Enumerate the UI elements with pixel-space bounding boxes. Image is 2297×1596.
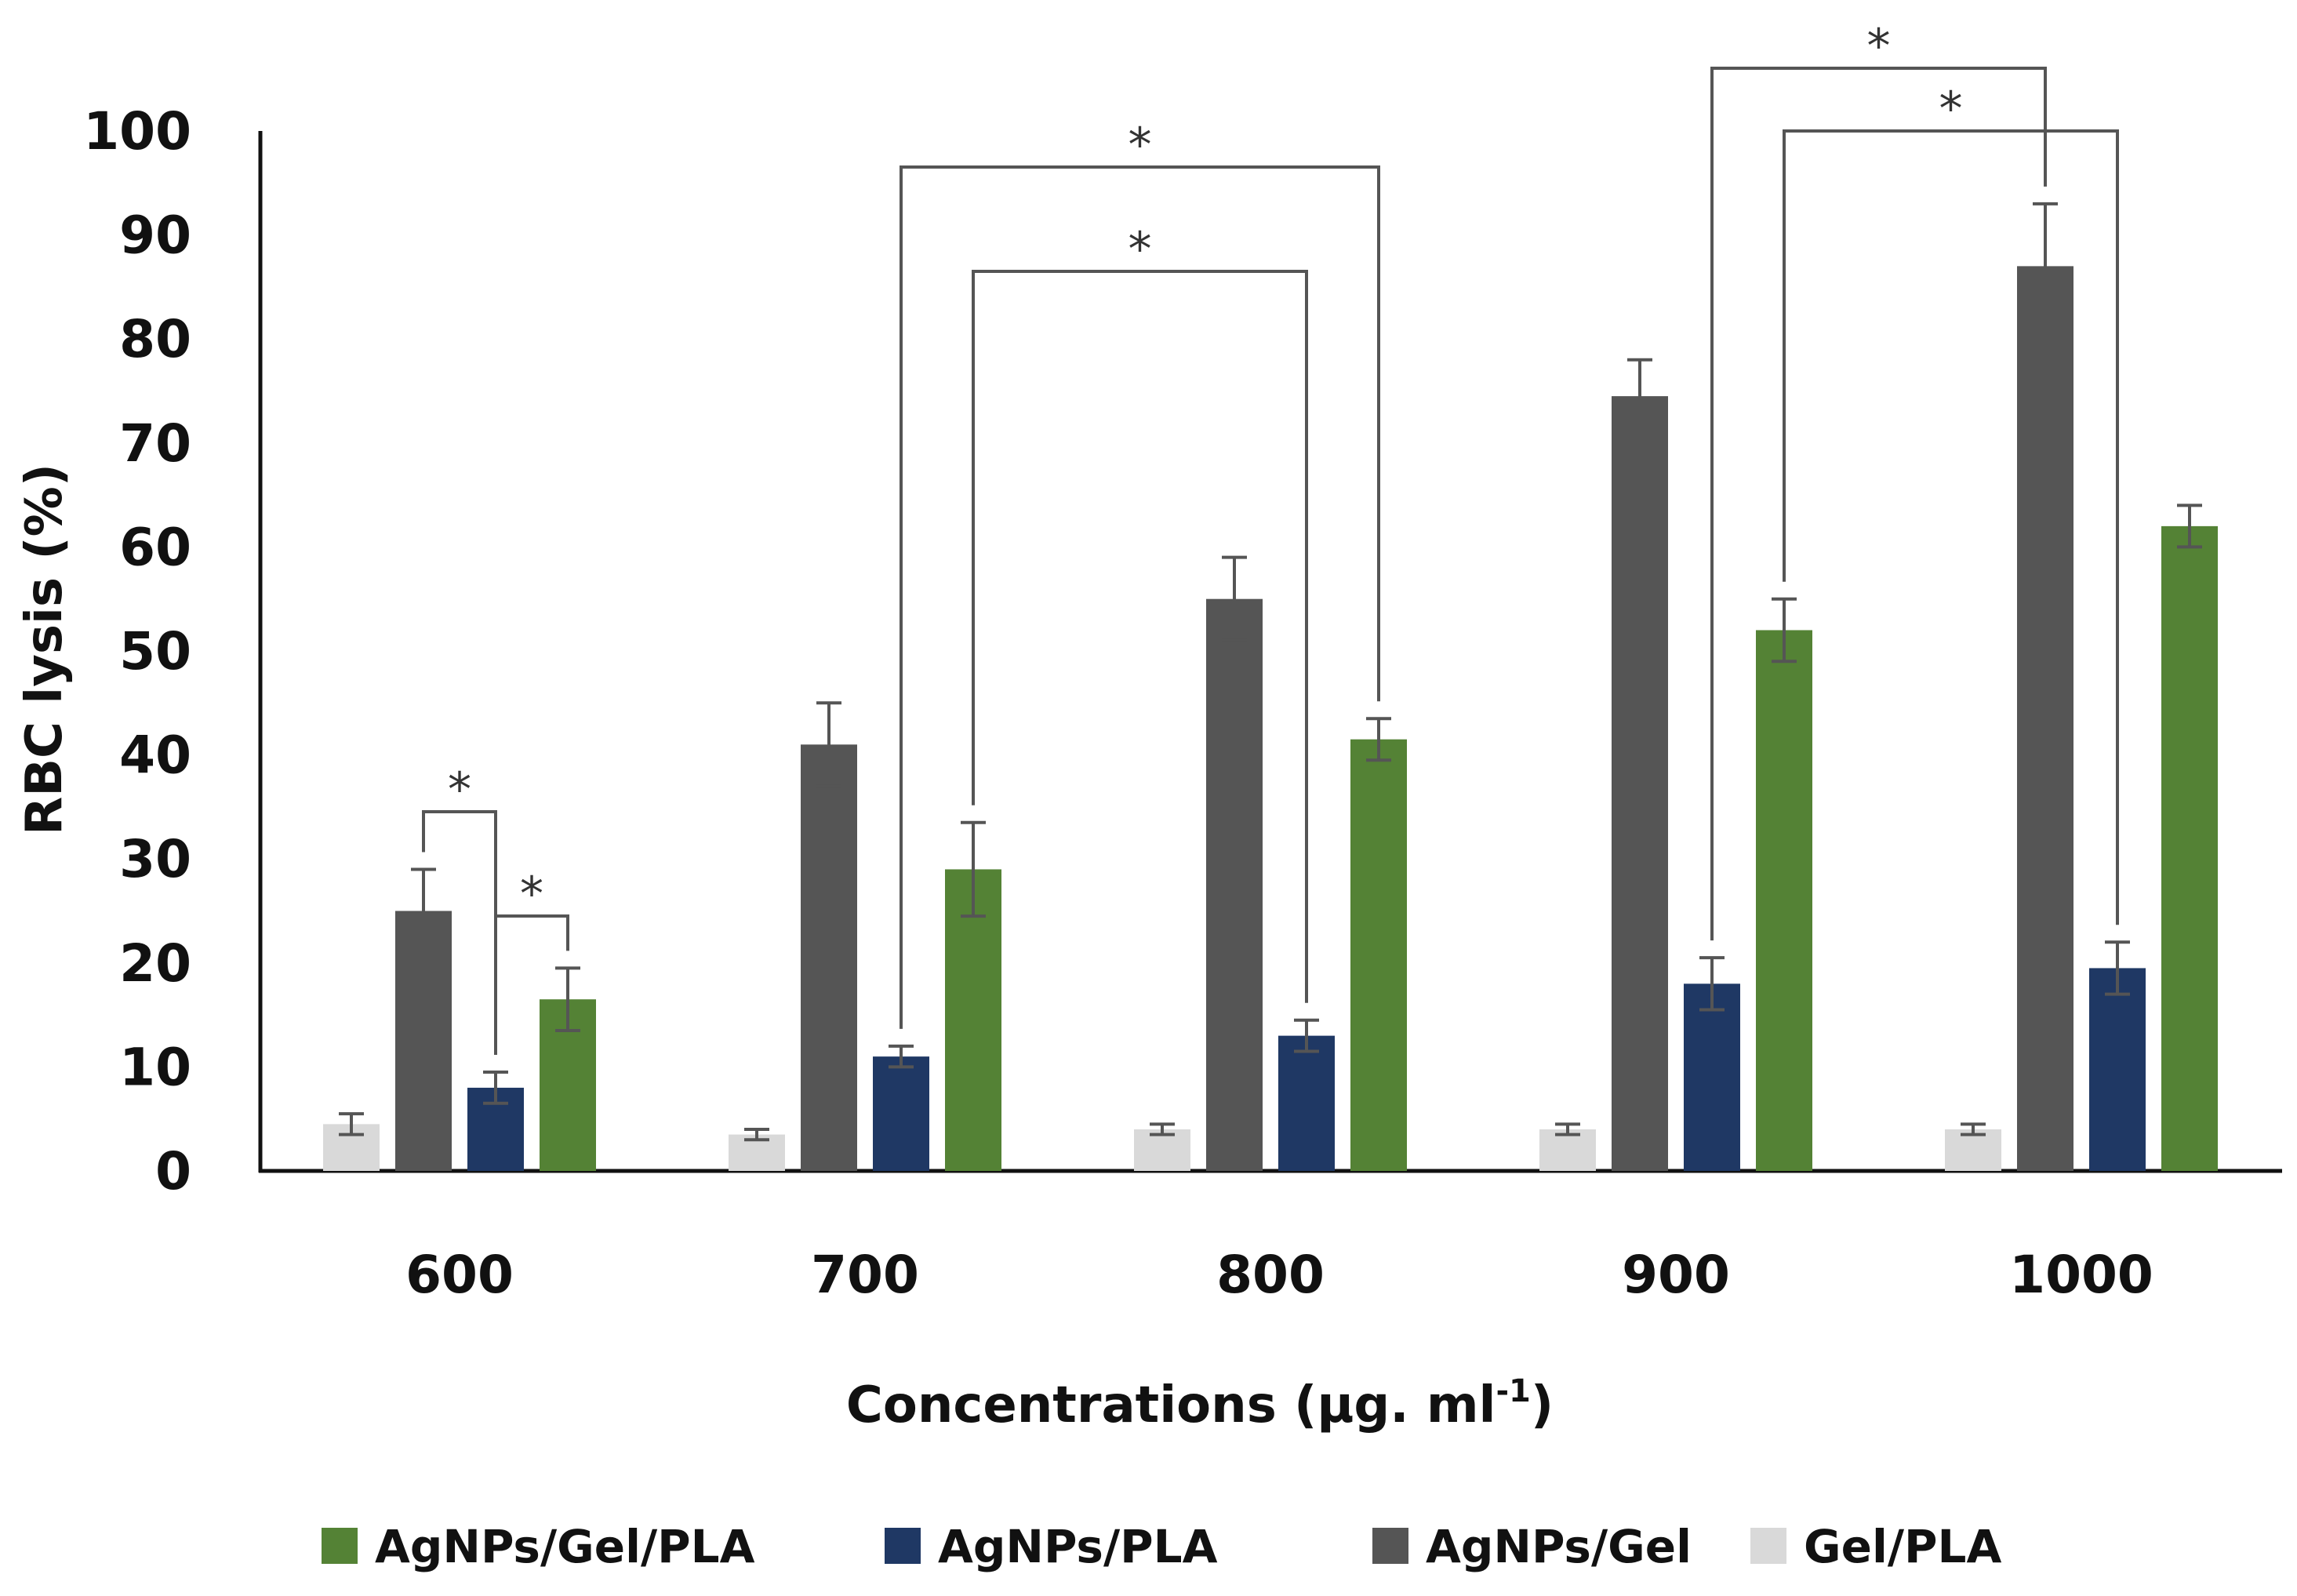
y-tick-label: 50 — [119, 621, 191, 682]
x-axis-title-suffix: ) — [1531, 1376, 1554, 1434]
error-bars — [339, 202, 2202, 1142]
bar — [2161, 525, 2218, 1171]
legend: AgNPs/Gel/PLA AgNPs/PLA AgNPs/Gel Gel/PLA — [322, 1520, 2001, 1573]
x-tick-label: 900 — [1622, 1245, 1730, 1305]
y-tick-label: 0 — [155, 1141, 191, 1202]
error-bar — [2177, 504, 2202, 549]
y-tick-label: 40 — [119, 725, 191, 786]
error-bar — [1772, 597, 1797, 663]
significance-label: * — [1129, 118, 1152, 173]
y-tick-label: 100 — [83, 101, 191, 162]
legend-swatch — [322, 1528, 358, 1564]
error-bar — [1366, 717, 1391, 762]
y-tick-label: 90 — [119, 205, 191, 266]
x-axis-title: Concentrations (µg. ml-1) — [846, 1373, 1554, 1434]
significance-bracket: * — [972, 222, 1308, 1003]
bar — [1756, 630, 1812, 1171]
error-bar — [2033, 202, 2058, 330]
legend-swatch — [885, 1528, 921, 1564]
error-bar — [483, 1071, 508, 1105]
legend-item: AgNPs/PLA — [885, 1520, 1218, 1573]
bar — [1539, 1129, 1596, 1171]
error-bar — [1699, 956, 1725, 1012]
x-tick-label: 1000 — [2009, 1245, 2153, 1305]
significance-label: * — [1867, 19, 1891, 74]
x-axis-title-main: Concentrations (µg. ml — [846, 1376, 1496, 1434]
error-bar — [1222, 555, 1247, 642]
bar — [2017, 266, 2073, 1171]
bar — [945, 869, 1001, 1171]
error-bar — [961, 820, 986, 918]
significance-label: * — [1129, 222, 1152, 277]
significance-label: * — [448, 762, 471, 817]
significance-bracket: * — [1710, 19, 2047, 941]
error-bar — [1555, 1122, 1580, 1136]
error-bar — [1294, 1018, 1319, 1053]
y-tick-label: 80 — [119, 309, 191, 369]
error-bar — [1961, 1122, 1986, 1136]
y-axis-title: RBC lysis (%) — [16, 464, 74, 835]
legend-swatch — [1750, 1528, 1786, 1564]
x-tick-label: 700 — [811, 1245, 919, 1305]
error-bar — [411, 867, 436, 954]
error-bar — [889, 1044, 914, 1069]
bar — [1945, 1129, 2001, 1171]
y-tick-label: 30 — [119, 829, 191, 889]
bar — [1350, 739, 1407, 1171]
legend-label: Gel/PLA — [1804, 1520, 2001, 1573]
legend-swatch — [1372, 1528, 1408, 1564]
bar — [1684, 983, 1740, 1171]
significance-bracket: * — [1783, 82, 2119, 925]
y-tick-label: 70 — [119, 413, 191, 474]
x-tick-label: 600 — [405, 1245, 514, 1305]
x-tick-labels: 600 700 800 900 1000 — [405, 1245, 2153, 1305]
legend-label: AgNPs/Gel/PLA — [375, 1520, 755, 1573]
bar — [1134, 1129, 1190, 1171]
error-bar — [744, 1127, 769, 1142]
bar — [1612, 396, 1668, 1171]
bar — [873, 1056, 929, 1171]
y-tick-label: 20 — [119, 933, 191, 994]
x-axis-title-superscript: -1 — [1496, 1373, 1530, 1409]
y-tick-labels: 0 10 20 30 40 50 60 70 80 90 100 — [83, 101, 191, 1202]
significance-bracket: * — [494, 867, 569, 1056]
significance-brackets: * * * * * * — [422, 19, 2119, 1056]
error-bar — [816, 701, 841, 788]
x-tick-label: 800 — [1216, 1245, 1325, 1305]
error-bar — [339, 1112, 364, 1136]
bar — [801, 744, 857, 1171]
significance-bracket: * — [900, 118, 1380, 1029]
legend-item: AgNPs/Gel — [1372, 1520, 1692, 1573]
error-bar — [1150, 1122, 1175, 1136]
bars — [323, 266, 2218, 1171]
error-bar — [1627, 358, 1652, 434]
bar — [1278, 1035, 1335, 1171]
legend-item: Gel/PLA — [1750, 1520, 2001, 1573]
legend-label: AgNPs/Gel — [1426, 1520, 1692, 1573]
error-bar — [555, 966, 580, 1032]
legend-label: AgNPs/PLA — [938, 1520, 1218, 1573]
significance-label: * — [520, 867, 543, 922]
bar — [395, 911, 452, 1171]
error-bar — [2105, 940, 2130, 996]
y-tick-label: 10 — [119, 1037, 191, 1097]
significance-label: * — [1939, 82, 1963, 136]
y-tick-label: 60 — [119, 517, 191, 577]
bar — [1206, 598, 1263, 1171]
legend-item: AgNPs/Gel/PLA — [322, 1520, 755, 1573]
bar — [2089, 968, 2146, 1171]
